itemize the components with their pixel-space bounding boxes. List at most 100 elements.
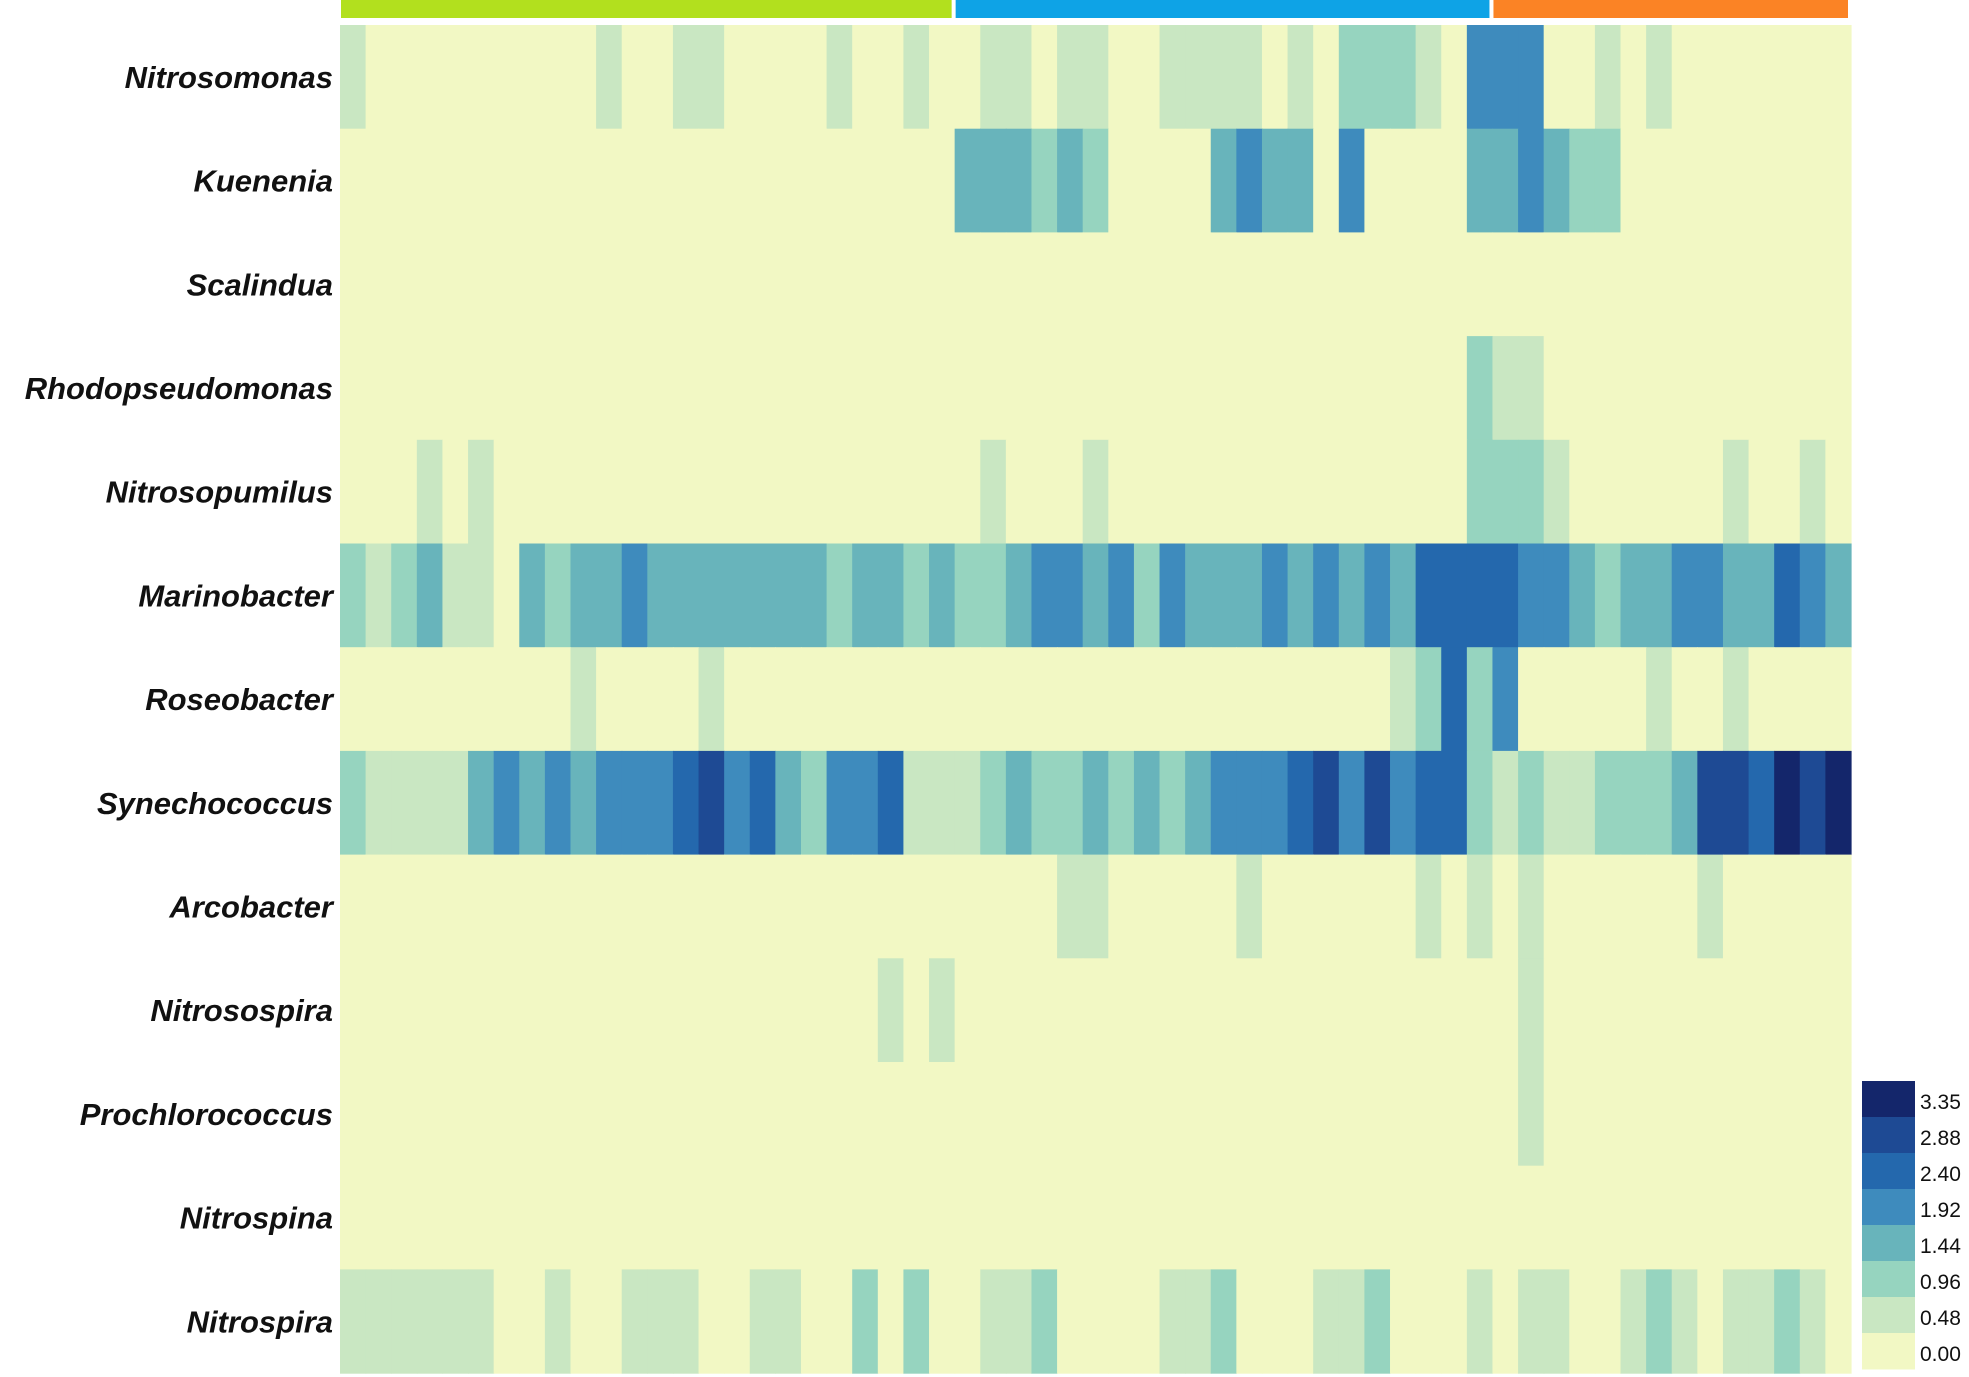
heatmap-cell — [1799, 232, 1826, 337]
heatmap-cell — [775, 1165, 802, 1270]
heatmap-cell — [1108, 854, 1135, 959]
heatmap-cell — [852, 439, 879, 545]
heatmap-cell — [749, 543, 776, 648]
heatmap-cell — [929, 439, 956, 545]
heatmap-cell — [826, 854, 853, 959]
heatmap-cell — [340, 1269, 367, 1374]
heatmap-cell — [1825, 128, 1852, 233]
heatmap-cell — [903, 1269, 930, 1374]
heatmap-cell — [1569, 1269, 1596, 1374]
heatmap-cell — [1671, 232, 1698, 337]
heatmap-cell — [647, 1269, 674, 1374]
heatmap-cell — [954, 336, 981, 441]
heatmap-cell — [340, 854, 367, 959]
heatmap-cell — [672, 439, 700, 545]
heatmap-cell — [1748, 128, 1775, 233]
heatmap-cell — [1671, 336, 1698, 441]
heatmap-cell — [775, 25, 802, 130]
heatmap-cell — [1005, 128, 1033, 233]
heatmap-cell — [519, 1165, 546, 1270]
row-label: Prochlorococcus — [80, 1097, 333, 1132]
heatmap-cell — [365, 1269, 392, 1374]
heatmap-cell — [596, 128, 623, 233]
heatmap-cell — [1364, 232, 1391, 337]
heatmap-cell — [954, 854, 981, 959]
heatmap-cell — [621, 750, 648, 856]
heatmap-cell — [877, 25, 905, 130]
heatmap-row — [340, 25, 1852, 130]
heatmap-cell — [1748, 25, 1775, 130]
heatmap-cell — [1518, 543, 1545, 648]
heatmap-cell — [1441, 232, 1468, 337]
heatmap-cell — [1287, 647, 1314, 752]
heatmap-cell — [1518, 128, 1545, 233]
heatmap-cell — [724, 128, 751, 233]
heatmap-cell — [1236, 647, 1263, 752]
heatmap-cell — [1133, 854, 1161, 959]
heatmap-cell — [1799, 336, 1826, 441]
heatmap-cell — [980, 1269, 1007, 1374]
heatmap-cell — [852, 336, 879, 441]
heatmap-cell — [1518, 750, 1545, 856]
heatmap-cell — [1108, 1062, 1135, 1167]
heatmap-cell — [1005, 336, 1033, 441]
heatmap-cell — [1287, 128, 1314, 233]
heatmap-cell — [416, 1062, 444, 1167]
heatmap-cell — [775, 439, 802, 545]
heatmap-cell — [468, 750, 495, 856]
heatmap-cell — [1646, 336, 1673, 441]
row-label: Nitrosomonas — [125, 60, 333, 95]
heatmap-cell — [1133, 1269, 1161, 1374]
heatmap-cell — [1722, 439, 1750, 545]
heatmap-cell — [1748, 750, 1775, 856]
heatmap-cell — [647, 647, 674, 752]
heatmap-cell — [468, 1062, 495, 1167]
heatmap-cell — [1031, 1165, 1058, 1270]
heatmap-cell — [493, 647, 520, 752]
heatmap-cell — [1236, 439, 1263, 545]
heatmap-cell — [1722, 958, 1750, 1063]
heatmap-cell — [1159, 958, 1186, 1063]
row-label: Nitrosospira — [150, 993, 333, 1028]
heatmap-cell — [800, 232, 828, 337]
heatmap-cell — [1236, 336, 1263, 441]
heatmap-cell — [980, 336, 1007, 441]
heatmap-cell — [1313, 854, 1340, 959]
heatmap-cell — [340, 1062, 367, 1167]
heatmap-cell — [1748, 1165, 1775, 1270]
heatmap-cell — [698, 854, 725, 959]
heatmap-cell — [1287, 25, 1314, 130]
heatmap-cell — [391, 647, 418, 752]
heatmap-cell — [826, 543, 853, 648]
heatmap-row — [340, 1165, 1852, 1270]
heatmap-cell — [1236, 1269, 1263, 1374]
heatmap-cell — [570, 1165, 597, 1270]
heatmap-cell — [826, 1062, 853, 1167]
heatmap-cell — [596, 647, 623, 752]
legend-tick-label: 3.35 — [1920, 1091, 1961, 1114]
heatmap-cell — [1748, 1062, 1775, 1167]
heatmap-cell — [365, 854, 392, 959]
heatmap-cell — [1108, 336, 1135, 441]
heatmap-cell — [672, 1062, 700, 1167]
heatmap-cell — [929, 1269, 956, 1374]
heatmap-cell — [1159, 647, 1186, 752]
heatmap-cell — [1697, 1269, 1724, 1374]
heatmap-cell — [1825, 1165, 1852, 1270]
heatmap-cell — [1722, 1269, 1750, 1374]
heatmap-cell — [1466, 1062, 1494, 1167]
heatmap-cell — [1620, 543, 1647, 648]
heatmap-cell — [929, 854, 956, 959]
heatmap-cell — [954, 232, 981, 337]
heatmap-cell — [1210, 958, 1237, 1063]
heatmap-cell — [493, 543, 520, 648]
heatmap-cell — [365, 750, 392, 856]
heatmap-cell — [442, 543, 469, 648]
heatmap-cell — [903, 232, 930, 337]
heatmap-cell — [1261, 25, 1289, 130]
heatmap-cell — [1236, 543, 1263, 648]
heatmap-cell — [1722, 750, 1750, 856]
heatmap-cell — [1671, 647, 1698, 752]
heatmap-cell — [340, 750, 367, 856]
heatmap-cell — [365, 25, 392, 130]
